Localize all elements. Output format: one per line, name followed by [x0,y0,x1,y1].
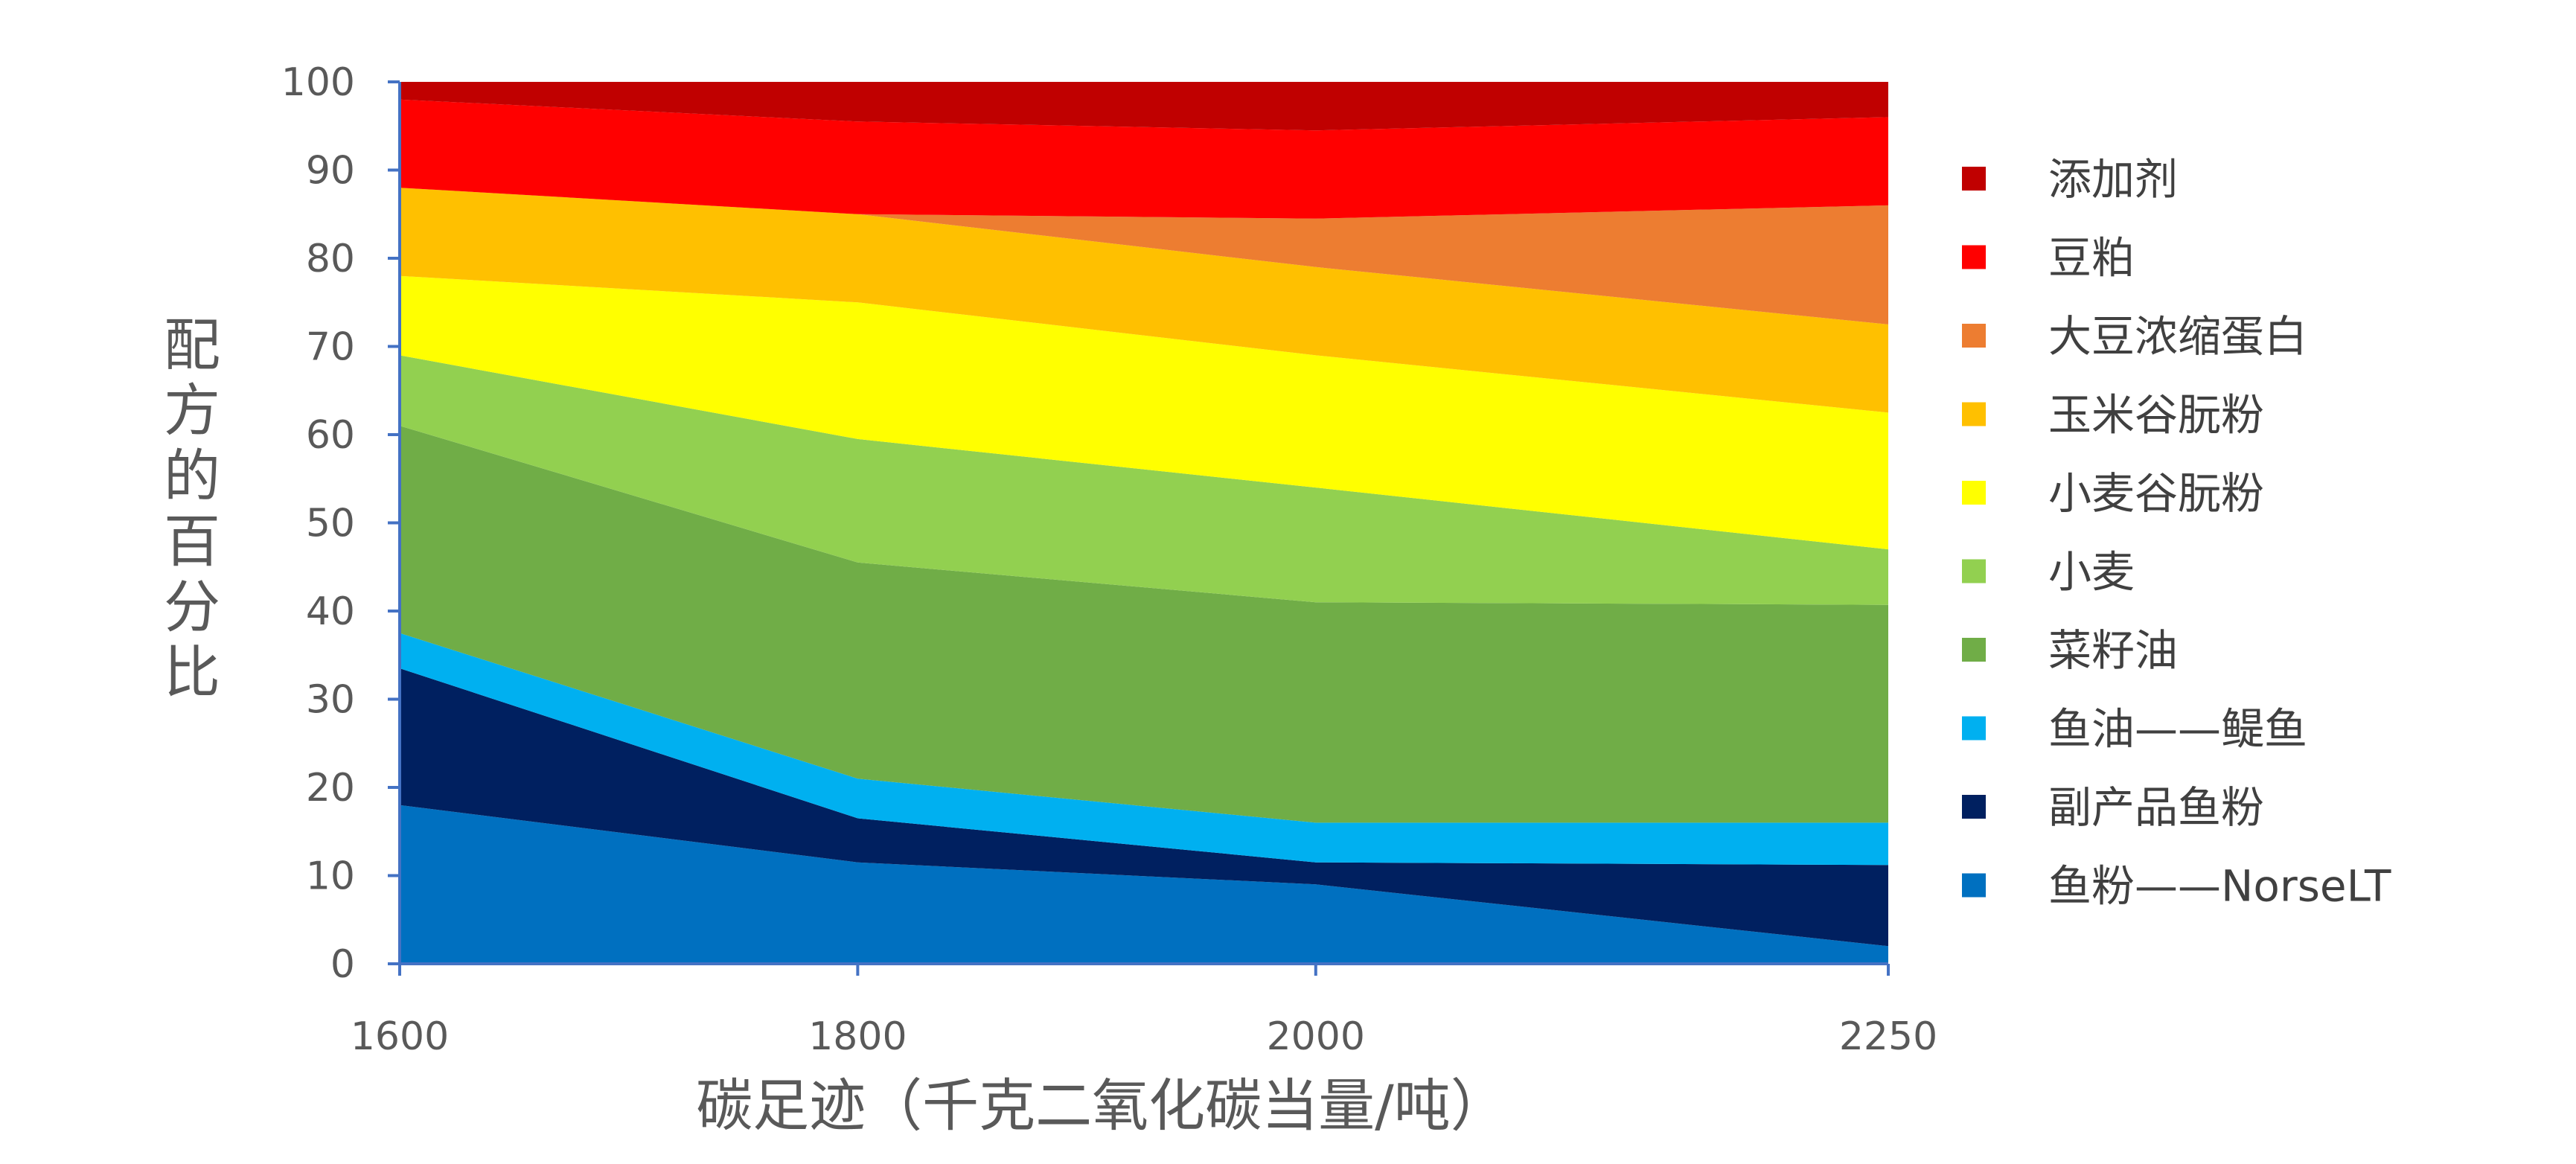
legend-swatch [1962,873,1986,898]
legend-swatch [1962,167,1986,191]
y-tick-label: 20 [306,766,355,810]
legend-swatch [1962,402,1986,426]
area-series-6 [400,188,1888,413]
area-series-8 [400,99,1888,219]
legend: 添加剂豆粕大豆浓缩蛋白玉米谷朊粉小麦谷朊粉小麦菜籽油鱼油——鳀鱼副产品鱼粉鱼粉—… [1962,154,2391,912]
legend-label: 菜籽油 [2048,625,2178,676]
legend-label: 小麦 [2048,547,2135,598]
legend-swatch [1962,716,1986,741]
legend-label: 小麦谷朊粉 [2048,468,2264,519]
plot-area [400,82,1888,964]
legend-swatch [1962,245,1986,269]
legend-label: 添加剂 [2048,154,2178,205]
legend-label: 副产品鱼粉 [2048,782,2264,833]
area-series-7 [400,188,1888,324]
y-tick-label: 90 [306,149,355,194]
y-tick-label: 30 [306,678,355,723]
legend-label: 玉米谷朊粉 [2048,390,2264,441]
legend-label: 大豆浓缩蛋白 [2048,311,2307,362]
area-series-5 [400,275,1888,550]
area-series-4 [400,355,1888,605]
axes [388,80,1890,976]
x-tick-label: 2250 [1839,1014,1937,1059]
legend-label: 豆粕 [2048,233,2135,284]
legend-label: 鱼粉——NorseLT [2048,861,2391,912]
x-tick-label: 1800 [808,1014,907,1059]
y-axis-title: 配方的百分比 [164,312,220,706]
y-tick-label: 10 [306,854,355,899]
legend-label: 鱼油——鳀鱼 [2048,704,2307,755]
area-series-0 [400,805,1888,964]
x-tick-label: 2000 [1267,1014,1365,1059]
y-tick-label: 50 [306,502,355,546]
legend-swatch [1962,795,1986,819]
tick-labels: 0 10 20 30 40 50 60 70 80 90 100 1600 1800 2000 2250 [281,60,1937,1059]
y-tick-label: 60 [306,413,355,458]
area-series-1 [400,668,1888,947]
legend-swatch [1962,324,1986,348]
y-tick-label: 100 [281,60,355,105]
x-tick-label: 1600 [351,1014,449,1059]
legend-swatch [1962,481,1986,505]
y-tick-label: 0 [330,942,355,987]
x-axis-title: 碳足迹（千克二氧化碳当量/吨） [696,1072,1507,1139]
y-tick-label: 70 [306,325,355,370]
legend-swatch [1962,559,1986,583]
legend-swatch [1962,638,1986,662]
y-tick-label: 40 [306,589,355,634]
area-series-9 [400,82,1888,131]
y-tick-label: 80 [306,237,355,281]
area-series-2 [400,633,1888,866]
area-series-3 [400,426,1888,823]
